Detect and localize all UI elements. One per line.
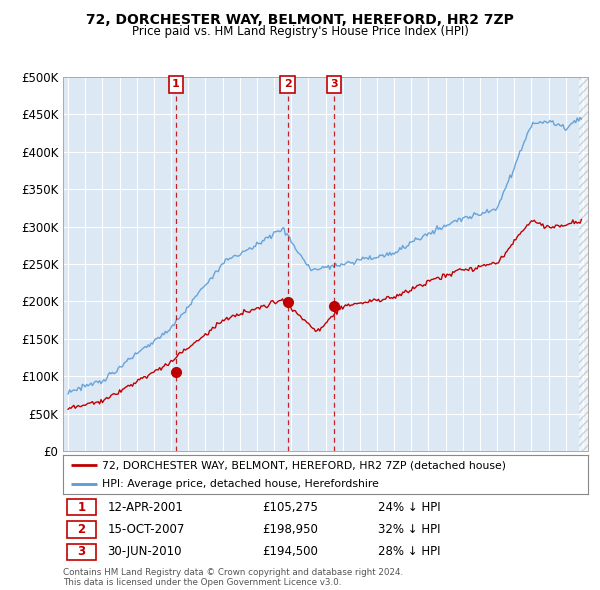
Text: 1: 1	[77, 501, 86, 514]
Bar	[578, 77, 588, 451]
Text: 28% ↓ HPI: 28% ↓ HPI	[378, 545, 440, 558]
FancyBboxPatch shape	[67, 544, 96, 560]
Text: 2: 2	[284, 79, 292, 89]
Text: 24% ↓ HPI: 24% ↓ HPI	[378, 501, 440, 514]
Bar	[578, 77, 588, 451]
Text: 72, DORCHESTER WAY, BELMONT, HEREFORD, HR2 7ZP: 72, DORCHESTER WAY, BELMONT, HEREFORD, H…	[86, 13, 514, 27]
Text: 2: 2	[77, 523, 86, 536]
Text: HPI: Average price, detached house, Herefordshire: HPI: Average price, detached house, Here…	[103, 479, 379, 489]
FancyBboxPatch shape	[67, 522, 96, 537]
Text: 1: 1	[172, 79, 180, 89]
Text: 3: 3	[330, 79, 338, 89]
Text: 15-OCT-2007: 15-OCT-2007	[107, 523, 185, 536]
Text: Price paid vs. HM Land Registry's House Price Index (HPI): Price paid vs. HM Land Registry's House …	[131, 25, 469, 38]
Text: 30-JUN-2010: 30-JUN-2010	[107, 545, 182, 558]
Text: £105,275: £105,275	[263, 501, 319, 514]
Text: 32% ↓ HPI: 32% ↓ HPI	[378, 523, 440, 536]
Text: £198,950: £198,950	[263, 523, 319, 536]
Text: This data is licensed under the Open Government Licence v3.0.: This data is licensed under the Open Gov…	[63, 578, 341, 586]
FancyBboxPatch shape	[67, 499, 96, 515]
Text: 12-APR-2001: 12-APR-2001	[107, 501, 184, 514]
Text: 3: 3	[77, 545, 86, 558]
Text: £194,500: £194,500	[263, 545, 319, 558]
Text: 72, DORCHESTER WAY, BELMONT, HEREFORD, HR2 7ZP (detached house): 72, DORCHESTER WAY, BELMONT, HEREFORD, H…	[103, 460, 506, 470]
Text: Contains HM Land Registry data © Crown copyright and database right 2024.: Contains HM Land Registry data © Crown c…	[63, 568, 403, 576]
